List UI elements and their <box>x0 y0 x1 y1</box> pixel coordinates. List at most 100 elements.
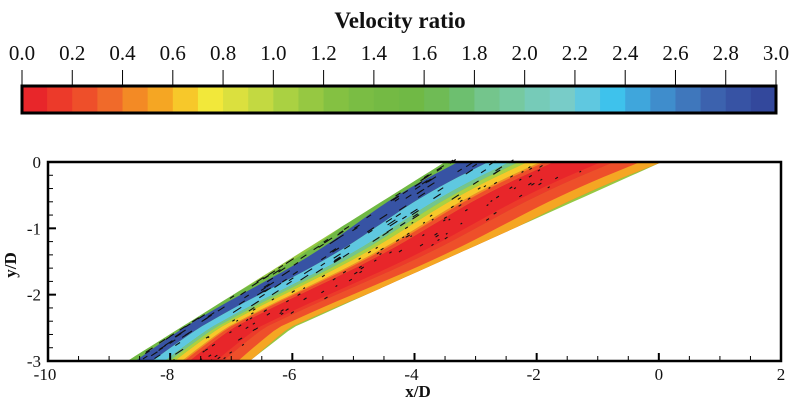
velocity-vector <box>165 336 171 340</box>
velocity-vector <box>539 164 543 168</box>
colorbar-swatch <box>474 86 501 113</box>
colorbar-frame <box>20 84 778 115</box>
velocity-vector <box>402 189 409 195</box>
velocity-vector <box>472 180 479 185</box>
velocity-vector <box>490 200 493 202</box>
velocity-vector <box>229 331 232 334</box>
velocity-vector <box>493 181 498 185</box>
velocity-vector <box>332 247 340 253</box>
velocity-vector <box>395 192 401 197</box>
velocity-vector <box>414 182 421 187</box>
velocity-vector <box>436 165 445 171</box>
velocity-vector <box>358 257 362 260</box>
velocity-vector <box>480 169 487 174</box>
velocity-vector <box>300 254 307 260</box>
velocity-vector <box>211 343 216 347</box>
velocity-vector <box>406 234 411 238</box>
colorbar-swatch <box>600 86 626 113</box>
colorbar-swatch <box>700 86 727 113</box>
velocity-vector <box>266 277 274 283</box>
colorbar-swatch <box>122 86 149 113</box>
velocity-vector <box>252 322 256 325</box>
colorbar-swatch <box>549 86 576 113</box>
colorbar-swatch <box>172 86 199 113</box>
velocity-vector <box>411 221 414 224</box>
velocity-vector <box>290 311 295 314</box>
velocity-vector <box>389 251 392 254</box>
velocity-vector <box>202 350 205 353</box>
velocity-vector <box>531 182 535 186</box>
axes: -10 -8 -6 -4 -2 0 2 0 -1 -2 -3 <box>27 153 785 384</box>
velocity-vector <box>303 287 306 290</box>
velocity-vector <box>382 231 389 237</box>
velocity-vector <box>313 245 320 251</box>
velocity-vector <box>366 227 375 233</box>
velocity-vector <box>495 166 503 172</box>
velocity-vector <box>158 347 164 351</box>
velocity-vector <box>353 271 358 275</box>
velocity-vector <box>263 283 270 288</box>
velocity-vector <box>443 219 446 222</box>
velocity-vector <box>293 262 299 266</box>
velocity-vector <box>291 290 296 293</box>
colorbar-tick-label: 0.2 <box>59 41 85 65</box>
velocity-vector <box>280 309 284 312</box>
velocity-vector <box>232 306 242 314</box>
y-tick-label: -1 <box>27 219 41 238</box>
velocity-vector <box>444 236 448 240</box>
velocity-vector <box>419 243 424 247</box>
velocity-vector <box>538 182 542 186</box>
velocity-vector <box>223 357 226 360</box>
velocity-vector <box>373 259 377 262</box>
velocity-vector <box>268 270 276 276</box>
velocity-vector <box>423 174 429 179</box>
velocity-vector <box>240 290 247 296</box>
velocity-vector <box>320 262 326 267</box>
colorbar-tick-label: 0.6 <box>160 41 186 65</box>
velocity-vector <box>333 256 341 262</box>
velocity-vector <box>352 227 358 232</box>
velocity-vector <box>367 250 371 254</box>
velocity-vector <box>513 187 517 190</box>
velocity-vector <box>398 249 403 253</box>
velocity-vector <box>266 281 275 288</box>
velocity-vector <box>540 178 543 181</box>
velocity-vector <box>169 333 175 338</box>
velocity-vector <box>477 187 481 190</box>
velocity-vector <box>169 339 176 344</box>
velocity-vector <box>150 351 158 357</box>
velocity-vector <box>158 338 166 344</box>
colorbar-tick-label: 2.6 <box>662 41 688 65</box>
x-tick-label: 2 <box>777 365 786 384</box>
velocity-vector <box>509 175 514 178</box>
velocity-vector <box>321 290 325 294</box>
velocity-vector <box>241 343 245 346</box>
velocity-vector <box>410 235 413 238</box>
colorbar-swatch <box>348 86 375 113</box>
plot-area <box>127 159 662 362</box>
velocity-vector <box>392 195 400 201</box>
contour-band <box>174 162 541 361</box>
velocity-vector <box>443 216 448 219</box>
velocity-vector <box>259 293 265 299</box>
contour-band <box>135 162 489 361</box>
velocity-vector <box>394 197 400 202</box>
velocity-vector <box>300 274 309 281</box>
colorbar <box>20 70 778 115</box>
velocity-vector <box>315 268 323 274</box>
velocity-vector <box>412 214 420 220</box>
velocity-vector <box>175 342 181 346</box>
velocity-vector <box>272 268 281 275</box>
colorbar-swatch <box>298 86 325 113</box>
contour-band <box>128 162 459 361</box>
velocity-vector <box>232 319 236 322</box>
velocity-vector <box>238 300 246 306</box>
velocity-vector <box>410 208 418 214</box>
velocity-vector <box>360 266 365 270</box>
velocity-vector <box>375 246 378 249</box>
velocity-vector <box>292 271 299 276</box>
x-tick-label: -8 <box>160 365 174 384</box>
x-tick-label: 0 <box>655 365 664 384</box>
velocity-vector <box>495 195 500 199</box>
